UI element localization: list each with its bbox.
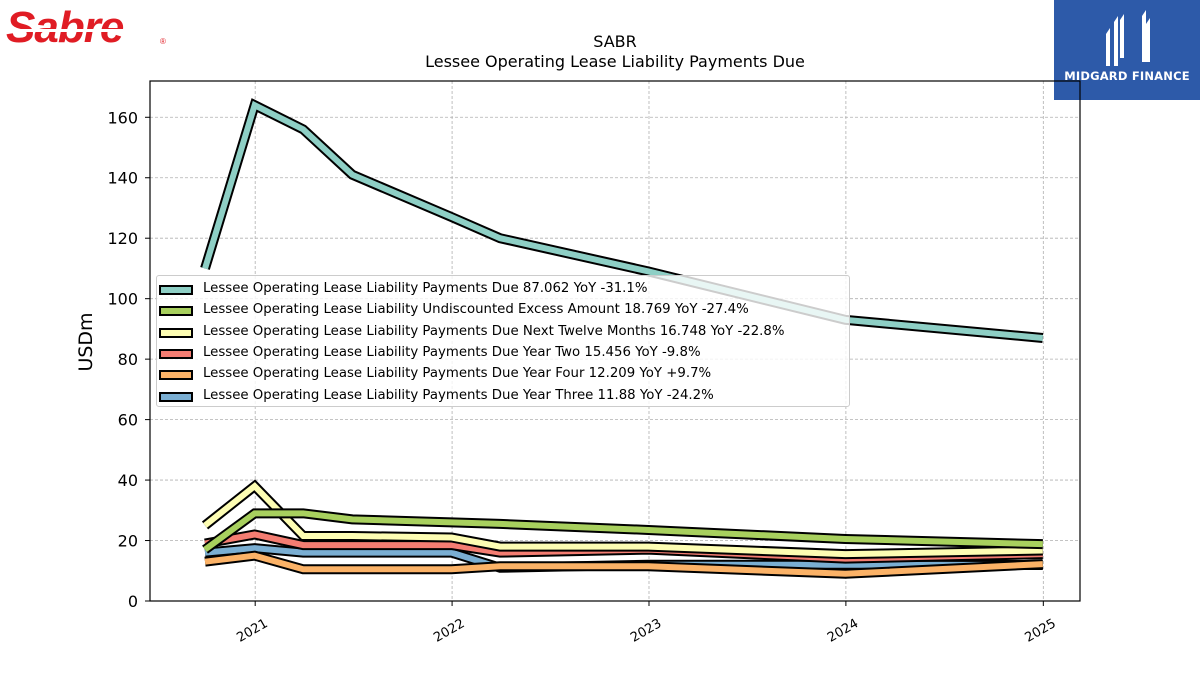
svg-text:®: ® xyxy=(160,37,166,46)
y-tick-label: 40 xyxy=(118,471,138,490)
legend-label: Lessee Operating Lease Liability Payment… xyxy=(203,387,714,403)
x-tick-label: 2024 xyxy=(825,616,861,646)
legend: Lessee Operating Lease Liability Payment… xyxy=(156,275,850,407)
y-tick-label: 20 xyxy=(118,532,138,551)
y-tick-label: 120 xyxy=(107,229,138,248)
y-axis: 0 20 40 60 80 100 120 140 160 xyxy=(107,108,150,611)
legend-swatch xyxy=(159,348,193,359)
y-tick-label: 60 xyxy=(118,411,138,430)
y-tick-label: 140 xyxy=(107,169,138,188)
series-line xyxy=(203,510,1043,553)
series-5 xyxy=(204,543,1043,573)
legend-swatch xyxy=(159,391,193,402)
chart-subtitle: Lessee Operating Lease Liability Payment… xyxy=(425,52,805,71)
y-axis-label: USDm xyxy=(75,312,97,371)
y-tick-label: 100 xyxy=(107,290,138,309)
x-tick-label: 2023 xyxy=(628,616,664,646)
x-tick-label: 2022 xyxy=(431,616,467,646)
x-axis: 2021 2022 2023 2024 2025 xyxy=(234,601,1059,646)
legend-label: Lessee Operating Lease Liability Payment… xyxy=(203,323,785,339)
series-2 xyxy=(201,479,1043,560)
midgard-finance-name: MIDGARD FINANCE xyxy=(1064,69,1190,83)
y-tick-label: 160 xyxy=(107,108,138,127)
midgard-finance-logo: MIDGARD FINANCE xyxy=(1054,0,1200,100)
series-line xyxy=(204,552,1043,577)
x-tick-label: 2025 xyxy=(1022,616,1058,646)
legend-swatch xyxy=(159,370,193,381)
legend-label: Lessee Operating Lease Liability Payment… xyxy=(203,281,648,296)
legend-swatch xyxy=(159,306,193,317)
y-tick-label: 0 xyxy=(128,592,138,611)
legend-label: Lessee Operating Lease Liability Undisco… xyxy=(203,302,749,318)
series-line xyxy=(203,482,1043,558)
series-line xyxy=(204,545,1043,571)
chart-title: SABR xyxy=(593,32,637,51)
sabre-logo-text: Sabre xyxy=(6,3,124,50)
series-4 xyxy=(204,550,1044,579)
sabre-logo: Sabre ® xyxy=(4,2,174,54)
legend-label: Lessee Operating Lease Liability Payment… xyxy=(203,366,712,382)
plot-frame xyxy=(149,80,1081,602)
y-tick-label: 80 xyxy=(118,350,138,369)
midgard-emblem-icon xyxy=(1106,10,1150,66)
legend-swatch xyxy=(159,285,193,295)
x-tick-label: 2021 xyxy=(234,616,270,646)
legend-swatch xyxy=(159,327,193,338)
series-1 xyxy=(202,508,1043,554)
legend-label: Lessee Operating Lease Liability Payment… xyxy=(203,344,701,360)
